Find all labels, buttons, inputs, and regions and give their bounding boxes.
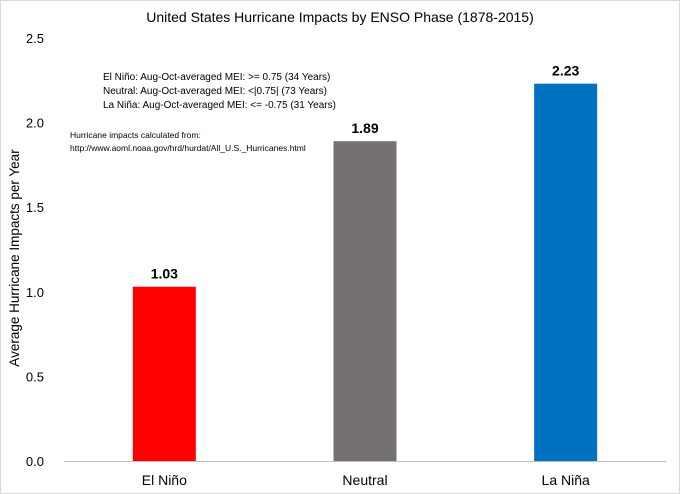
y-tick-label: 0.5 <box>26 369 44 384</box>
bar-la-nina <box>534 83 598 462</box>
x-tick-label-la-nina: La Niña <box>542 472 590 488</box>
bar-neutral <box>333 141 397 461</box>
value-labels: 1.03 1.89 2.23 <box>151 63 580 282</box>
y-axis-label: Average Hurricane Impacts per Year <box>7 149 22 367</box>
x-tick-label-neutral: Neutral <box>342 472 387 488</box>
bar-el-nino <box>132 286 196 461</box>
y-tick-label: 1.0 <box>26 285 44 300</box>
definition-el-nino: El Niño: Aug-Oct-averaged MEI: >= 0.75 (… <box>103 72 330 83</box>
definition-neutral: Neutral: Aug-Oct-averaged MEI: <|0.75| (… <box>103 86 327 97</box>
data-label-la-nina: 2.23 <box>552 63 579 79</box>
x-tick-label-el-nino: El Niño <box>142 472 187 488</box>
source-line-1: Hurricane impacts calculated from: <box>70 130 201 140</box>
y-axis-ticks: 0.0 0.5 1.0 1.5 2.0 2.5 <box>26 31 44 469</box>
definitions-annotation: El Niño: Aug-Oct-averaged MEI: >= 0.75 (… <box>103 72 336 111</box>
source-annotation: Hurricane impacts calculated from: http:… <box>70 130 306 153</box>
data-label-neutral: 1.89 <box>351 120 378 136</box>
chart-title: United States Hurricane Impacts by ENSO … <box>146 9 534 25</box>
y-tick-label: 2.5 <box>26 31 44 46</box>
source-url: http://www.aoml.noaa.gov/hrd/hurdat/All_… <box>70 143 306 153</box>
y-tick-label: 2.0 <box>26 116 44 131</box>
x-axis-ticks: El Niño Neutral La Niña <box>142 472 590 488</box>
bar-series <box>132 83 598 462</box>
definition-la-nina: La Niña: Aug-Oct-averaged MEI: <= -0.75 … <box>103 100 336 111</box>
data-label-el-nino: 1.03 <box>151 266 178 282</box>
y-tick-label: 0.0 <box>26 454 44 469</box>
y-tick-label: 1.5 <box>26 200 44 215</box>
